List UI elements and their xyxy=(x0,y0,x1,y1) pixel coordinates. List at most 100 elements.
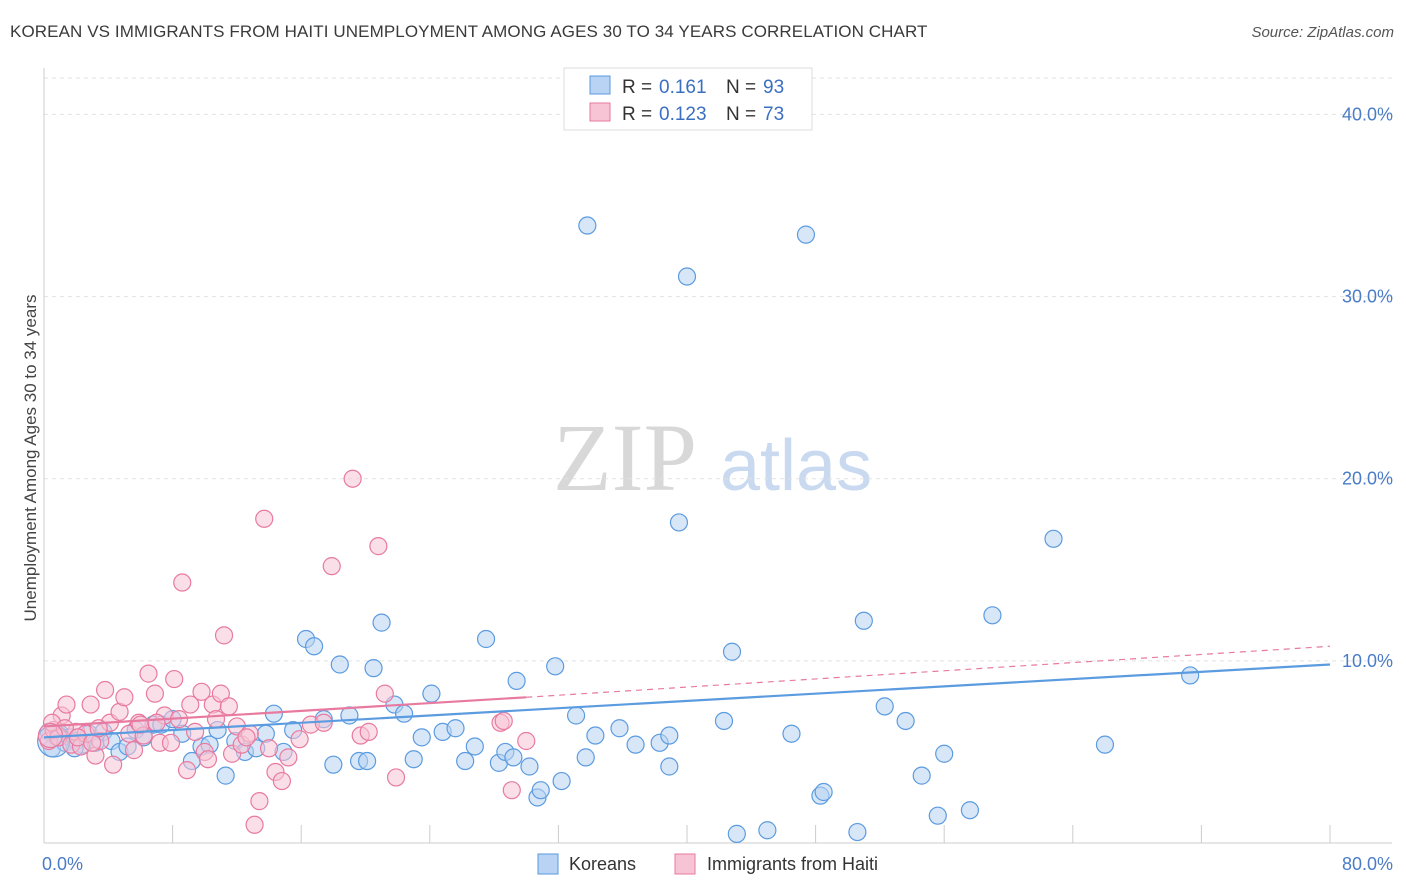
koreans-point-60 xyxy=(566,706,586,725)
stats-r-label-haiti: R = xyxy=(622,104,652,125)
stats-n-value-haiti: 73 xyxy=(763,104,784,125)
y-axis-title: Unemployment Among Ages 30 to 34 years xyxy=(21,295,40,622)
source-label: Source: ZipAtlas.com xyxy=(1251,24,1394,41)
koreans-point-34 xyxy=(324,755,343,774)
x-tick-labels: 0.0% 80.0% xyxy=(42,854,1393,874)
koreans-point-85 xyxy=(935,744,954,763)
koreans-point-86 xyxy=(960,801,980,820)
y-tick-labels: 10.0% 20.0% 30.0% 40.0% xyxy=(1342,104,1393,670)
koreans-trend-line xyxy=(43,663,1331,739)
stats-swatch-koreans xyxy=(589,75,611,95)
koreans-point-50 xyxy=(476,629,496,649)
koreans-point-71 xyxy=(714,711,734,731)
koreans-point-89 xyxy=(1095,735,1115,754)
series-immigrants-from-haiti xyxy=(37,469,536,834)
y-tick-label-0: 10.0% xyxy=(1342,651,1393,671)
koreans-point-61 xyxy=(576,748,595,767)
haiti-point-26 xyxy=(165,669,184,689)
haiti-point-56 xyxy=(359,722,378,741)
haiti-point-45 xyxy=(250,792,269,811)
koreans-point-87 xyxy=(983,606,1002,625)
haiti-point-71 xyxy=(237,728,256,747)
koreans-point-83 xyxy=(912,766,931,785)
haiti-point-31 xyxy=(186,722,205,741)
haiti-point-53 xyxy=(322,557,341,576)
koreans-point-68 xyxy=(660,757,679,776)
x-tick-label-1: 80.0% xyxy=(1342,854,1393,874)
haiti-point-32 xyxy=(192,682,211,701)
haiti-point-28 xyxy=(173,573,192,592)
koreans-point-48 xyxy=(456,751,475,771)
koreans-point-47 xyxy=(446,719,465,738)
haiti-point-72 xyxy=(259,739,279,758)
koreans-point-80 xyxy=(854,611,873,630)
series-legend: Koreans Immigrants from Haiti xyxy=(537,853,878,875)
legend-label-koreans: Koreans xyxy=(569,854,636,874)
stats-r-value-koreans: 0.161 xyxy=(659,77,707,98)
koreans-point-70 xyxy=(677,267,697,286)
koreans-point-74 xyxy=(758,821,777,840)
haiti-point-30 xyxy=(181,695,200,714)
koreans-point-88 xyxy=(1044,529,1063,548)
haiti-point-49 xyxy=(279,748,298,767)
haiti-point-58 xyxy=(375,684,394,703)
x-tick-label-0: 0.0% xyxy=(42,854,83,874)
koreans-point-53 xyxy=(504,748,523,767)
koreans-point-63 xyxy=(578,216,597,235)
haiti-point-21 xyxy=(139,664,158,683)
koreans-point-81 xyxy=(875,697,894,716)
haiti-point-38 xyxy=(214,626,234,645)
grid-lines xyxy=(44,77,1392,662)
koreans-point-45 xyxy=(422,684,441,703)
haiti-point-50 xyxy=(290,730,309,749)
koreans-point-65 xyxy=(626,735,645,754)
trend-lines xyxy=(43,645,1331,739)
stats-n-label-koreans: N = xyxy=(726,77,756,98)
koreans-point-69 xyxy=(669,513,689,532)
haiti-point-57 xyxy=(369,537,388,556)
koreans-point-57 xyxy=(531,781,550,800)
koreans-point-39 xyxy=(364,659,383,678)
koreans-point-40 xyxy=(372,613,391,632)
koreans-point-90 xyxy=(1181,666,1200,685)
koreans-point-73 xyxy=(727,824,746,843)
haiti-point-61 xyxy=(502,781,521,800)
haiti-trend-extension xyxy=(526,645,1331,698)
haiti-point-62 xyxy=(517,731,536,751)
koreans-point-44 xyxy=(412,728,431,747)
legend-swatch-haiti xyxy=(674,853,696,875)
koreans-point-75 xyxy=(782,724,801,743)
legend-swatch-koreans xyxy=(537,853,559,875)
haiti-point-63 xyxy=(494,711,513,731)
axes xyxy=(43,68,1392,844)
koreans-point-32 xyxy=(304,637,324,656)
koreans-point-79 xyxy=(848,822,867,842)
koreans-point-62 xyxy=(586,726,605,745)
haiti-point-12 xyxy=(95,680,115,700)
y-tick-label-2: 30.0% xyxy=(1342,287,1393,307)
y-tick-label-3: 40.0% xyxy=(1342,104,1393,124)
koreans-point-82 xyxy=(896,711,915,731)
koreans-point-42 xyxy=(394,704,414,723)
koreans-point-67 xyxy=(660,726,679,745)
haiti-point-14 xyxy=(104,755,123,774)
stats-n-value-koreans: 93 xyxy=(763,77,784,98)
koreans-point-55 xyxy=(520,757,539,776)
haiti-point-34 xyxy=(198,750,218,769)
chart-title: KOREAN VS IMMIGRANTS FROM HAITI UNEMPLOY… xyxy=(10,22,928,41)
haiti-point-18 xyxy=(124,741,144,760)
stats-r-label-koreans: R = xyxy=(622,77,652,98)
haiti-point-48 xyxy=(272,771,292,791)
koreans-point-43 xyxy=(404,750,423,769)
koreans-point-84 xyxy=(928,806,947,825)
stats-n-label-haiti: N = xyxy=(726,104,756,125)
stats-swatch-haiti xyxy=(589,102,611,122)
haiti-point-70 xyxy=(147,713,166,732)
koreans-point-59 xyxy=(552,771,571,791)
haiti-point-46 xyxy=(255,509,274,528)
koreans-point-58 xyxy=(546,657,565,676)
haiti-point-25 xyxy=(161,733,181,752)
koreans-point-76 xyxy=(796,225,816,244)
y-tick-label-1: 20.0% xyxy=(1342,469,1393,489)
